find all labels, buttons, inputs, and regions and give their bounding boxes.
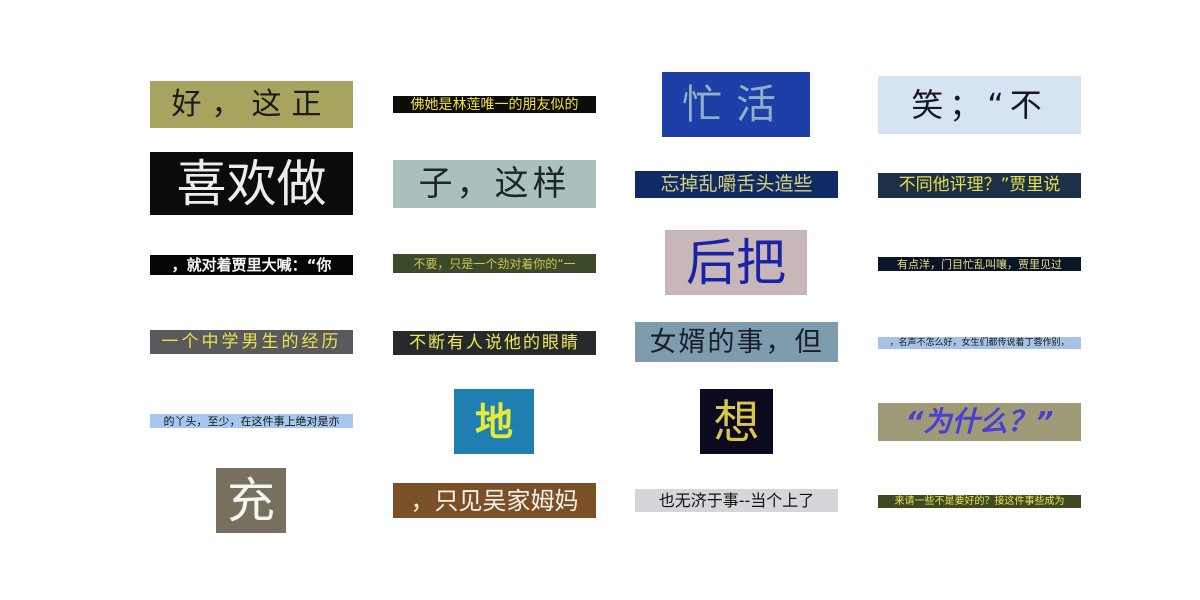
tile-10: 不要，只是一个劲对着你的“一 xyxy=(393,254,596,273)
tile-17: 的丫头，至少，在这件事上绝对是亦 xyxy=(150,414,353,428)
tile-5-text: 喜欢做 xyxy=(176,154,327,213)
tile-21: 充 xyxy=(216,468,286,533)
tile-23-text: 也无济于事--当个上了 xyxy=(658,490,815,510)
tile-22-text: ，只见吴家姆妈 xyxy=(410,486,579,515)
tile-7-text: 忘掉乱嚼舌头造些 xyxy=(660,173,813,195)
tile-12: 有点洋，门目忙乱叫嚷，贾里见过 xyxy=(878,257,1081,271)
tile-11: 后把 xyxy=(665,230,807,295)
tile-10-text: 不要，只是一个劲对着你的“一 xyxy=(413,256,576,271)
tile-20-text: “为什么？” xyxy=(905,405,1054,438)
tile-8: 不同他评理？”贾里说 xyxy=(878,173,1081,198)
tile-17-text: 的丫头，至少，在这件事上绝对是亦 xyxy=(163,414,340,428)
tile-12-text: 有点洋，门目忙乱叫嚷，贾里见过 xyxy=(897,257,1062,271)
tile-5: 喜欢做 xyxy=(150,152,353,215)
tile-24: 来请一些不是要好的？接这件事些成为 xyxy=(878,495,1081,508)
tile-14-text: 不断有人说他的眼睛 xyxy=(409,332,580,353)
tile-3: 忙活 xyxy=(662,72,810,137)
tile-19-text: 想 xyxy=(713,394,760,449)
tile-13: 一个中学男生的经历 xyxy=(150,330,353,354)
tile-15: 女婿的事，但 xyxy=(635,322,838,362)
tile-20: “为什么？” xyxy=(878,403,1081,441)
tile-14: 不断有人说他的眼睛 xyxy=(393,331,596,355)
tile-6: 子，这样 xyxy=(393,160,596,208)
tile-18-text: 地 xyxy=(474,399,513,444)
tile-4-text: 笑；“不 xyxy=(911,86,1048,124)
tile-22: ，只见吴家姆妈 xyxy=(393,483,596,518)
tile-6-text: 子，这样 xyxy=(418,164,571,204)
tile-23: 也无济于事--当个上了 xyxy=(635,489,838,512)
tile-9: ，就对着贾里大喊：“你 xyxy=(150,255,353,275)
tile-1-text: 好，这正 xyxy=(171,86,332,122)
tile-9-text: ，就对着贾里大喊：“你 xyxy=(171,255,332,274)
tile-24-text: 来请一些不是要好的？接这件事些成为 xyxy=(894,495,1065,507)
tile-11-text: 后把 xyxy=(686,233,786,292)
tile-4: 笑；“不 xyxy=(878,76,1081,134)
tile-13-text: 一个中学男生的经历 xyxy=(161,331,342,352)
tile-19: 想 xyxy=(700,389,773,454)
tile-7: 忘掉乱嚼舌头造些 xyxy=(635,171,838,198)
tile-2-text: 佛她是林莲唯一的朋友似的 xyxy=(410,96,579,113)
tile-8-text: 不同他评理？”贾里说 xyxy=(898,175,1061,195)
tile-15-text: 女婿的事，但 xyxy=(649,326,824,358)
tile-1: 好，这正 xyxy=(150,81,353,128)
tile-21-text: 充 xyxy=(226,472,275,529)
tile-2: 佛她是林莲唯一的朋友似的 xyxy=(393,96,596,113)
tile-16: ，名声不怎么好，女生们都传说着丁蓉作别， xyxy=(878,337,1081,349)
tile-16-text: ，名声不怎么好，女生们都传说着丁蓉作别， xyxy=(889,337,1070,348)
tile-3-text: 忙活 xyxy=(682,81,790,128)
tile-18: 地 xyxy=(454,389,534,454)
